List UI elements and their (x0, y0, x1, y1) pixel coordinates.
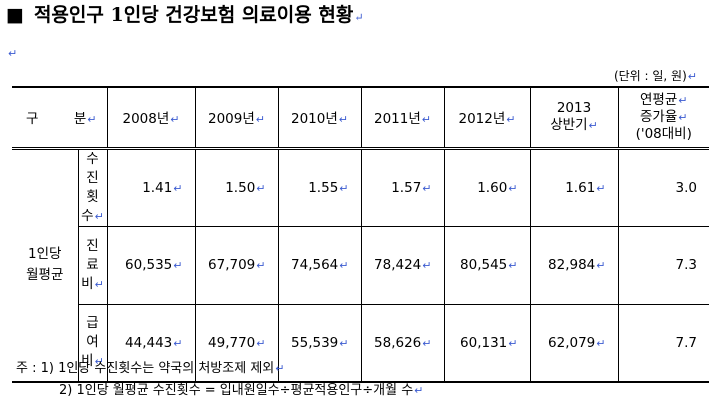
footnote-2: 2) 1인당 월평균 수진횟수 = 입내원일수÷평균적용인구÷개월 수↵ (59, 383, 424, 398)
paragraph-mark-icon: ↵ (596, 181, 606, 195)
paragraph-mark-icon: ↵ (422, 259, 432, 272)
paragraph-mark-icon: ↵ (339, 336, 349, 350)
paragraph-mark-icon: ↵ (173, 181, 183, 195)
table-cell: 1.57↵ (360, 147, 445, 227)
table-row: 1인당 월평균 수 진 횟 수↵ 1.41↵ 1.50↵ 1.55↵ 1.57↵ 1.… (12, 147, 709, 383)
paragraph-mark-icon: ↵ (339, 181, 349, 195)
paragraph-mark-icon: ↵ (173, 259, 183, 272)
report-title: ■ 적용인구 1인당 건강보험 의료이용 현황↵ (6, 2, 364, 31)
table-cell: 1.61↵ (529, 147, 619, 227)
table-cell-rate: 3.0 (617, 147, 709, 227)
paragraph-mark-icon: ↵ (508, 336, 518, 350)
paragraph-mark-icon: ↵ (687, 70, 697, 83)
table-row: 급 여 비↵ 44,443↵ 49,770↵ 55,539↵ 58,626↵ 60,… (12, 303, 709, 383)
paragraph-mark-icon: ↵ (170, 113, 180, 127)
paragraph-mark-icon: ↵ (173, 336, 183, 350)
paragraph-mark-icon: ↵ (255, 113, 265, 127)
table-row: 진 료 비↵ 60,535↵ 67,709↵ 74,564↵ 78,424↵ 80,… (12, 225, 709, 305)
table-cell: 1.50↵ (194, 147, 279, 227)
paragraph-mark-icon: ↵ (256, 181, 266, 195)
header-row: 구 분↵ 2008년↵ 2009년↵ 2010년↵ 2011년↵ 2012년↵ 2… (12, 86, 709, 150)
header-gubun: 구 분↵ (12, 86, 108, 150)
unit-label: (단위 : 일, 원)↵ (613, 69, 697, 83)
group-label: 1인당 월평균 (12, 147, 79, 383)
paragraph-mark-icon: ↵ (256, 259, 266, 272)
table-cell: 1.60↵ (443, 147, 531, 227)
paragraph-mark-icon: ↵ (275, 362, 285, 375)
paragraph-mark-icon: ↵ (8, 47, 18, 60)
header-half-year: 2013 상반기↵ (529, 86, 619, 150)
table-cell: 1.41↵ (106, 147, 196, 227)
table-cell: 80,545↵ (443, 225, 531, 305)
table-cell: 78,424↵ (360, 225, 445, 305)
table-cell: 74,564↵ (277, 225, 362, 305)
square-bullet-icon: ■ (6, 4, 24, 26)
paragraph-mark-icon: ↵ (94, 355, 104, 369)
table-cell: 60,131↵ (443, 303, 531, 383)
paragraph-mark-icon: ↵ (94, 277, 104, 291)
header-year: 2011년↵ (360, 86, 445, 150)
paragraph-mark-icon: ↵ (508, 181, 518, 195)
table-cell: 58,626↵ (360, 303, 445, 383)
header-year: 2012년↵ (443, 86, 531, 150)
title-text: 적용인구 1인당 건강보험 의료이용 현황 (33, 4, 354, 26)
table-cell-rate: 7.7 (617, 303, 709, 383)
table-cell-rate: 7.3 (617, 225, 709, 305)
paragraph-mark-icon: ↵ (422, 181, 432, 195)
paragraph-mark-icon: ↵ (421, 113, 431, 127)
row-label-medical-cost: 진 료 비↵ (77, 225, 108, 305)
row-label-benefit-cost: 급 여 비↵ (77, 303, 108, 383)
paragraph-mark-icon: ↵ (678, 93, 688, 107)
paragraph-mark-icon: ↵ (422, 336, 432, 350)
paragraph-mark-icon: ↵ (338, 113, 348, 127)
paragraph-mark-icon: ↵ (414, 384, 424, 397)
footnote-1: 주 : 1) 1인당 수진횟수는 약국의 처방조제 제외↵ (16, 361, 285, 376)
paragraph-mark-icon: ↵ (596, 336, 606, 350)
paragraph-mark-icon: ↵ (588, 119, 598, 133)
table-cell: 62,079↵ (529, 303, 619, 383)
table-cell: 82,984↵ (529, 225, 619, 305)
row-label-visits: 수 진 횟 수↵ (77, 147, 108, 227)
paragraph-mark-icon: ↵ (87, 113, 97, 127)
paragraph-mark-icon: ↵ (94, 209, 104, 223)
table-cell: 60,535↵ (106, 225, 196, 305)
paragraph-mark-icon: ↵ (678, 110, 688, 124)
paragraph-mark-icon: ↵ (354, 11, 364, 24)
header-year: 2008년↵ (106, 86, 196, 150)
table-cell: 67,709↵ (194, 225, 279, 305)
paragraph-mark-icon: ↵ (339, 259, 349, 272)
header-growth-rate: 연평균↵ 증가율↵ ('08대비) (617, 86, 709, 150)
header-year: 2009년↵ (194, 86, 279, 150)
paragraph-mark-icon: ↵ (596, 259, 606, 272)
table-cell: 1.55↵ (277, 147, 362, 227)
paragraph-mark-icon: ↵ (508, 259, 518, 272)
footnotes: 주 : 1) 1인당 수진횟수는 약국의 처방조제 제외↵ 2) 1인당 월평균… (16, 358, 423, 402)
paragraph-mark-icon: ↵ (256, 336, 266, 350)
usage-table: 구 분↵ 2008년↵ 2009년↵ 2010년↵ 2011년↵ 2012년↵ 2… (12, 86, 709, 383)
paragraph-mark-icon: ↵ (506, 113, 516, 127)
header-year: 2010년↵ (277, 86, 362, 150)
